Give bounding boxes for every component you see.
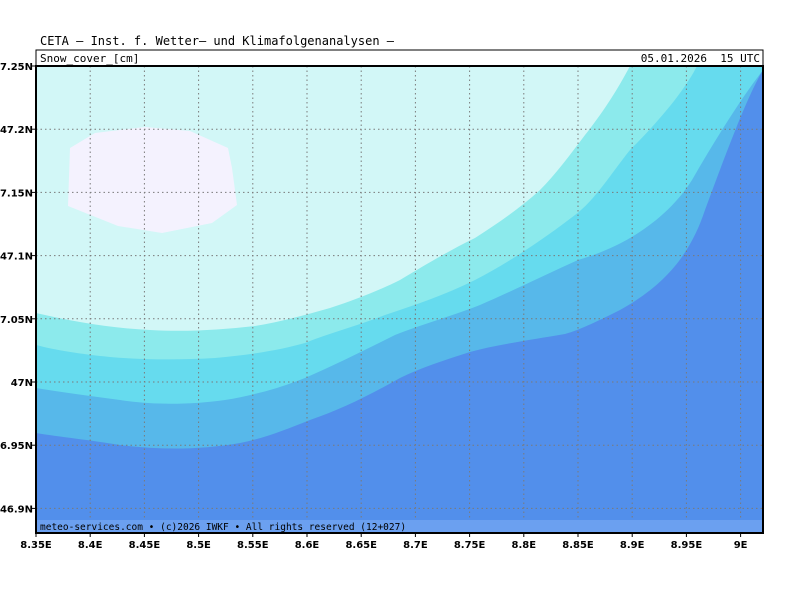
snow-band-0-core: [68, 127, 237, 233]
contour-layer: [36, 66, 763, 533]
lon-tick-label: 8.9E: [620, 540, 645, 551]
lon-tick-label: 8.75E: [454, 540, 486, 551]
lon-tick-label: 8.65E: [345, 540, 377, 551]
footer-bar: [36, 520, 763, 533]
lon-tick-label: 8.85E: [562, 540, 594, 551]
map-institute-title: CETA — Inst. f. Wetter— und Klimafolgena…: [40, 34, 395, 48]
lat-tick-label: 7.15N: [0, 188, 33, 199]
lon-tick-label: 9E: [734, 540, 748, 551]
lat-tick-label: 6.95N: [0, 441, 33, 452]
lon-tick-label: 8.5E: [186, 540, 211, 551]
plot-frame: [35, 65, 764, 534]
variable-label: Snow_cover_[cm]: [40, 52, 140, 65]
lon-tick-label: 8.7E: [403, 540, 428, 551]
latitude-tick-labels: 7.25N 47.2N 7.15N 47.1N 7.05N 47N 6.95N 46.9N: [0, 62, 33, 515]
lat-tick-label: 7.25N: [0, 62, 33, 73]
lon-tick-label: 8.95E: [671, 540, 703, 551]
lat-tick-label: 47.2N: [0, 125, 33, 136]
lon-tick-label: 8.35E: [20, 540, 52, 551]
lat-tick-label: 47.1N: [0, 252, 33, 263]
longitude-tick-labels: 8.35E 8.4E 8.45E 8.5E 8.55E 8.6E 8.65E 8.7E 8.75…: [20, 540, 747, 551]
copyright-footer: meteo-services.com • (c)2026 IWKF • All …: [40, 522, 406, 533]
lon-tick-label: 8.55E: [237, 540, 269, 551]
lat-tick-label: 7.05N: [0, 315, 33, 326]
header-box: [35, 49, 764, 67]
valid-time-label: 05.01.2026 15 UTC: [640, 52, 760, 65]
lon-tick-label: 8.6E: [295, 540, 320, 551]
lat-tick-label: 46.9N: [0, 504, 33, 515]
lat-tick-label: 47N: [11, 378, 33, 389]
snow-band-0-surround: [36, 66, 525, 313]
lon-tick-label: 8.8E: [512, 540, 537, 551]
lon-tick-label: 8.4E: [78, 540, 103, 551]
graticule: [32, 65, 763, 537]
lon-tick-label: 8.45E: [129, 540, 161, 551]
